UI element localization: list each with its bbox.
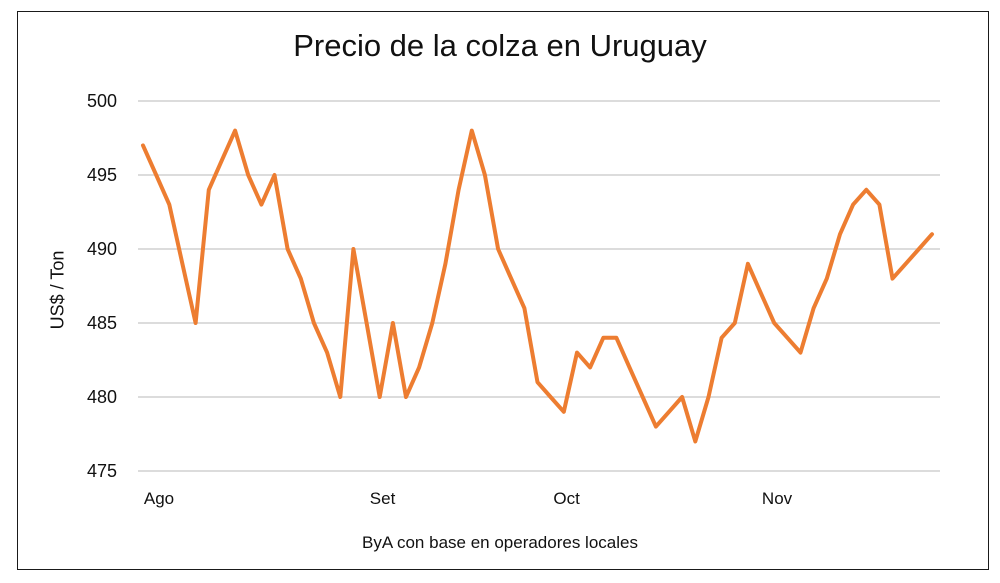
source-note: ByA con base en operadores locales (362, 533, 638, 552)
x-tick-label-oct: Oct (553, 489, 580, 508)
x-tick-label-nov: Nov (762, 489, 793, 508)
y-tick-label-500: 500 (87, 91, 117, 111)
y-tick-label-480: 480 (87, 387, 117, 407)
y-tick-label-485: 485 (87, 313, 117, 333)
chart-frame (17, 11, 989, 570)
y-tick-label-495: 495 (87, 165, 117, 185)
chart-title: Precio de la colza en Uruguay (293, 28, 707, 63)
x-tick-label-ago: Ago (144, 489, 174, 508)
y-tick-label-490: 490 (87, 239, 117, 259)
y-tick-label-475: 475 (87, 461, 117, 481)
x-tick-label-set: Set (370, 489, 396, 508)
series-line-precio (141, 128, 934, 444)
